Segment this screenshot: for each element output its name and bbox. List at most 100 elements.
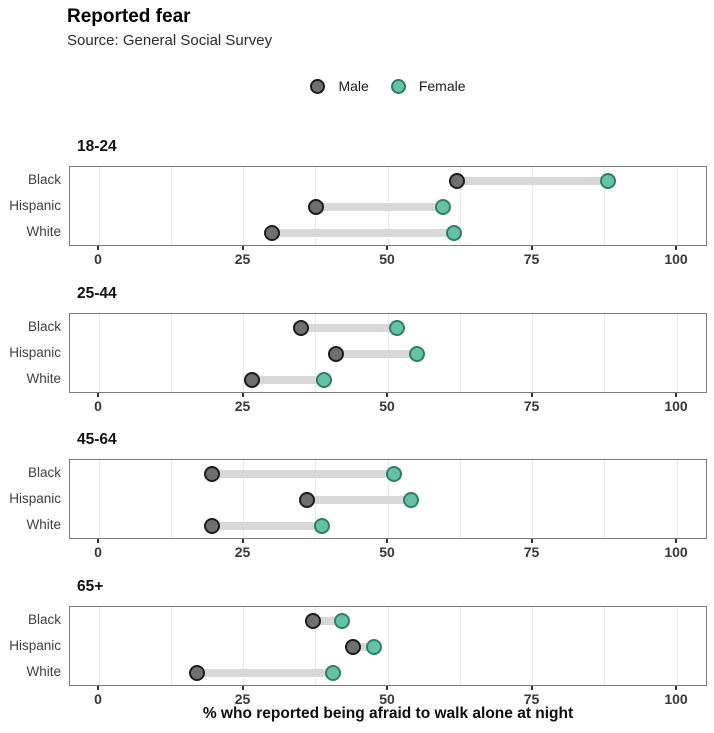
axis-tick-label: 25 bbox=[234, 251, 251, 267]
male-dot bbox=[299, 492, 316, 509]
gridline bbox=[532, 460, 533, 539]
axis-tick-mark bbox=[675, 686, 677, 690]
legend: Male Female bbox=[69, 78, 707, 94]
facet-strip-label: 65+ bbox=[77, 578, 104, 595]
x-axis-title: % who reported being afraid to walk alon… bbox=[202, 705, 574, 722]
axis-tick-mark bbox=[530, 686, 533, 690]
male-dot bbox=[327, 345, 344, 362]
gridline bbox=[170, 460, 172, 539]
male-dot bbox=[449, 173, 466, 189]
gridline bbox=[98, 167, 100, 245]
legend-item-female: Female bbox=[390, 78, 466, 94]
axis-tick-label: 0 bbox=[94, 544, 102, 561]
legend-item-male: Male bbox=[310, 78, 369, 94]
axis-tick-mark bbox=[386, 539, 388, 544]
axis-tick-mark bbox=[530, 246, 533, 250]
male-dot bbox=[304, 613, 321, 629]
plot-panel bbox=[69, 166, 707, 246]
plot-panel bbox=[69, 312, 707, 393]
male-dot bbox=[264, 225, 281, 241]
female-dot bbox=[365, 639, 382, 655]
gridline bbox=[170, 313, 172, 392]
axis-tick-mark bbox=[241, 246, 244, 250]
axis-tick-mark bbox=[241, 686, 244, 690]
female-dot bbox=[313, 518, 330, 535]
axis-tick-mark bbox=[530, 392, 533, 397]
gridline bbox=[98, 460, 100, 539]
male-dot bbox=[345, 639, 362, 655]
female-dot bbox=[388, 319, 405, 336]
axis-tick-label: 75 bbox=[523, 691, 540, 707]
gridline bbox=[459, 607, 461, 685]
gridline bbox=[170, 167, 172, 245]
connector-bar bbox=[457, 177, 608, 185]
axis-tick-label: 50 bbox=[379, 397, 395, 414]
female-dot bbox=[403, 492, 420, 509]
gridline bbox=[98, 313, 100, 392]
male-dot-icon bbox=[310, 78, 326, 94]
facet-strip-label: 25-44 bbox=[77, 284, 117, 302]
axis-tick-label: 100 bbox=[664, 691, 688, 707]
plot-panel bbox=[69, 459, 707, 540]
connector-bar bbox=[252, 375, 325, 384]
legend-label-female: Female bbox=[418, 78, 466, 94]
axis-tick-label: 100 bbox=[664, 397, 688, 414]
facet-25-44: 25-44 Black Hispanic White 0 25 50 75 100 bbox=[0, 285, 714, 419]
axis-tick-mark bbox=[530, 539, 533, 544]
gridline bbox=[387, 607, 389, 685]
gridline bbox=[604, 460, 606, 539]
axis-tick-mark bbox=[386, 392, 388, 397]
axis-tick-label: 100 bbox=[664, 544, 688, 561]
gridline bbox=[676, 313, 678, 392]
row-label-White: White bbox=[26, 224, 61, 239]
row-label-Black: Black bbox=[27, 172, 61, 187]
axis-tick-mark bbox=[675, 539, 677, 544]
male-dot bbox=[203, 518, 220, 535]
gridline bbox=[604, 313, 606, 392]
axis-tick-label: 50 bbox=[379, 251, 395, 267]
connector-bar bbox=[335, 349, 417, 358]
row-label-White: White bbox=[26, 664, 61, 679]
facet-strip-label: 45-64 bbox=[77, 431, 117, 449]
female-dot-icon bbox=[390, 78, 406, 94]
axis-tick-label: 75 bbox=[523, 397, 540, 414]
male-dot bbox=[203, 466, 220, 483]
axis-tick-label: 25 bbox=[234, 544, 251, 561]
axis-tick-mark bbox=[97, 686, 99, 690]
axis-tick-label: 25 bbox=[234, 691, 251, 707]
row-label-White: White bbox=[26, 370, 61, 386]
row-label-Black: Black bbox=[27, 465, 61, 481]
axis-tick-mark bbox=[97, 246, 99, 250]
gridline bbox=[315, 607, 317, 685]
female-dot bbox=[599, 173, 616, 189]
facet-18-24: 18-24 Black Hispanic White 0 25 50 75 100 bbox=[0, 138, 714, 272]
gridline bbox=[315, 313, 317, 392]
connector-bar bbox=[353, 643, 374, 651]
axis-tick-mark bbox=[675, 392, 677, 397]
axis-tick-label: 75 bbox=[523, 544, 540, 561]
female-dot bbox=[408, 345, 425, 362]
female-dot bbox=[446, 225, 463, 241]
axis-tick-mark bbox=[241, 392, 244, 397]
connector-bar bbox=[301, 323, 397, 332]
gridline bbox=[676, 460, 678, 539]
row-label-Black: Black bbox=[27, 612, 61, 627]
axis-tick-label: 0 bbox=[94, 691, 102, 707]
axis-tick-label: 25 bbox=[234, 397, 251, 414]
axis-tick-mark bbox=[386, 686, 388, 690]
gridline bbox=[676, 607, 678, 685]
facet-65+: 65+ Black Hispanic White 0 25 50 75 100 bbox=[0, 578, 714, 712]
row-label-Black: Black bbox=[27, 318, 61, 334]
row-label-White: White bbox=[26, 517, 61, 533]
page-title: Reported fear bbox=[67, 6, 191, 27]
gridline bbox=[604, 607, 606, 685]
facet-45-64: 45-64 Black Hispanic White 0 25 50 75 100 bbox=[0, 431, 714, 565]
gridline bbox=[243, 313, 244, 392]
legend-label-male: Male bbox=[338, 78, 369, 94]
gridline bbox=[604, 167, 606, 245]
male-dot bbox=[189, 665, 206, 681]
facet-strip-label: 18-24 bbox=[77, 138, 117, 155]
connector-bar bbox=[307, 496, 412, 505]
chart-subtitle: Source: General Social Survey bbox=[67, 32, 273, 49]
